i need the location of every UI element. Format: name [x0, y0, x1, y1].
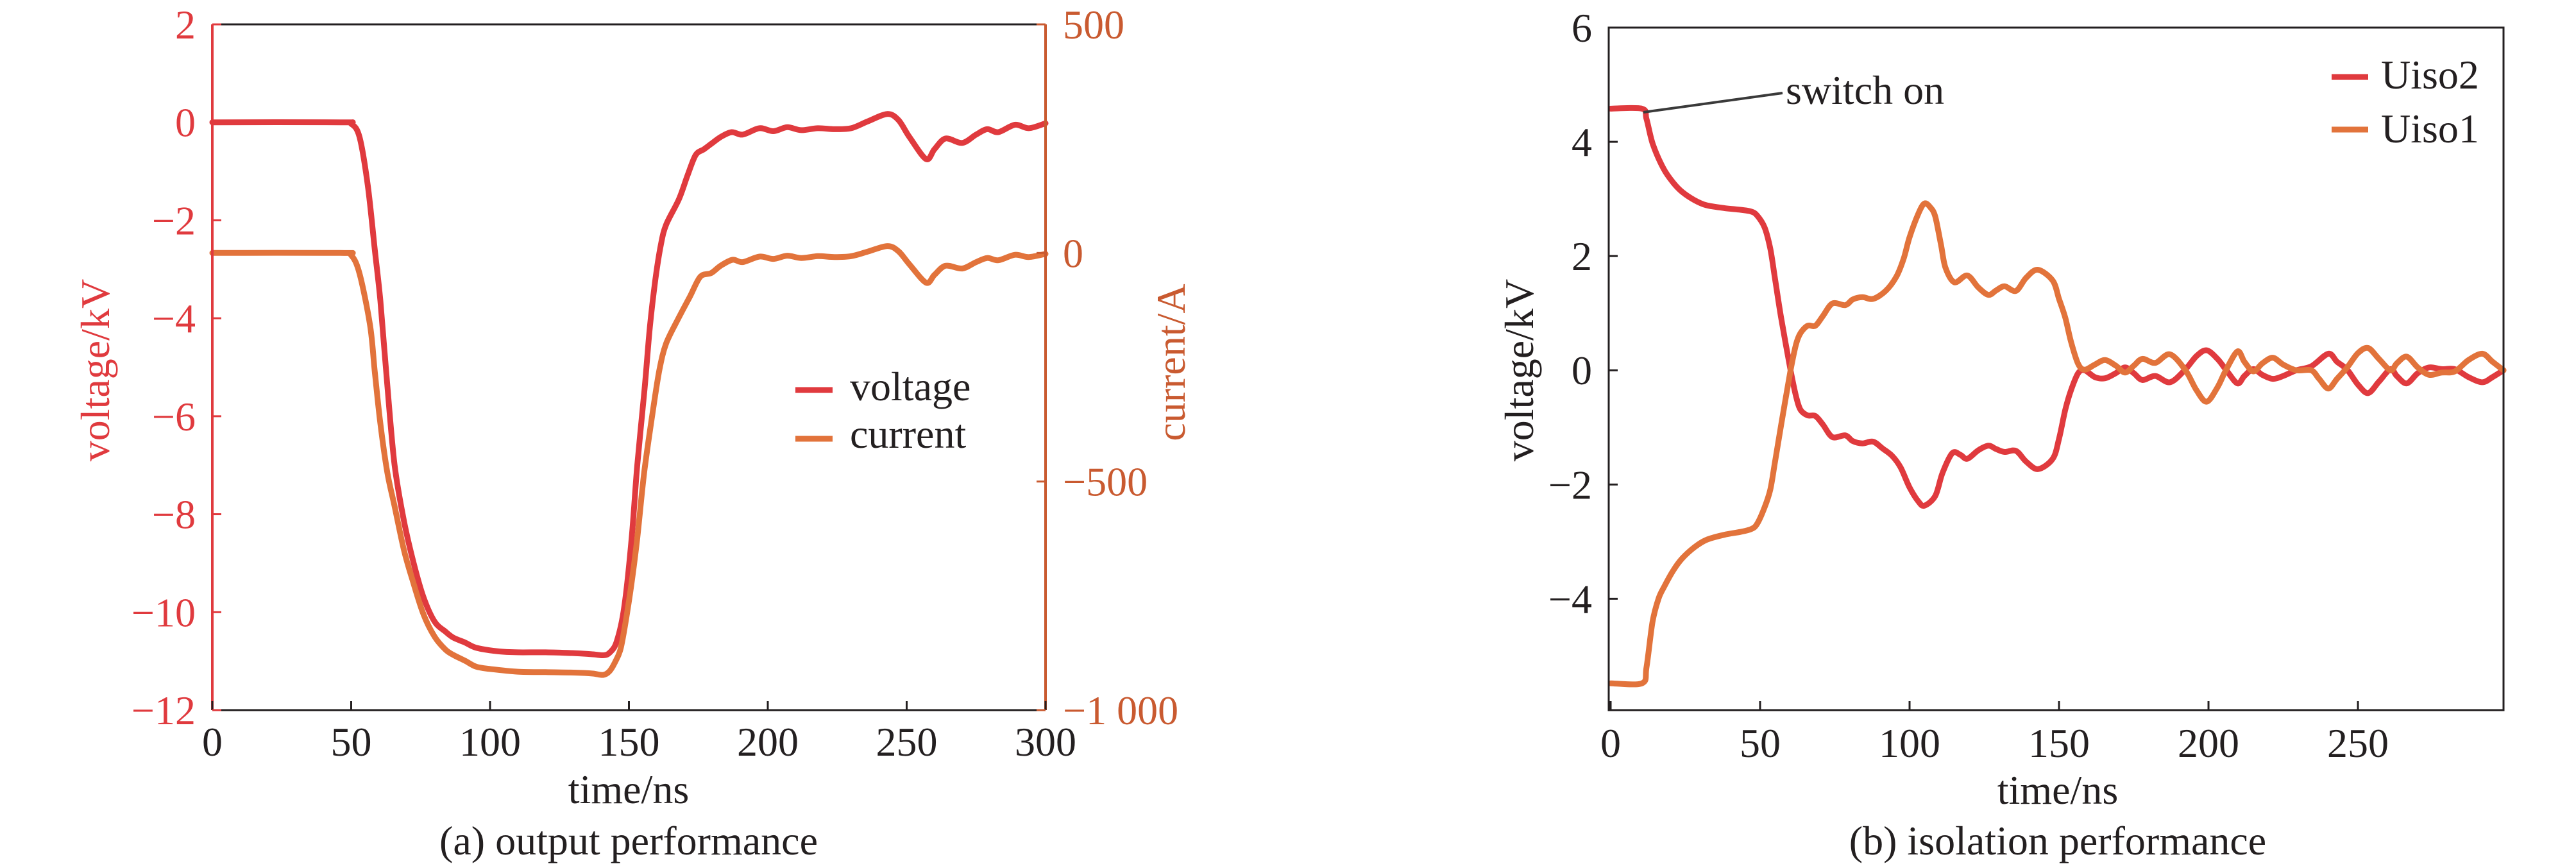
y-tick-label: −10 — [131, 590, 196, 635]
x-tick-label: 50 — [1740, 720, 1781, 766]
y-tick-label: −4 — [1548, 576, 1592, 622]
series-line-current — [209, 243, 1049, 678]
y-tick-label: 0 — [1572, 348, 1592, 393]
panel-output-performance: 0 50 100 150 200 250 300 2 0 −2 −4 −6 −8 −10 −12 500 0 −5… — [72, 2, 1194, 863]
y-tick-label: 0 — [175, 100, 196, 146]
x-axis-title-b: time/ns — [1997, 767, 2118, 813]
annotation-text: switch on — [1786, 67, 1944, 113]
panel-isolation-performance: 0 50 100 150 200 250 6 4 2 0 −2 −4 Uiso2 Uiso1 swit… — [1496, 5, 2507, 863]
y-tick-label: −6 — [152, 394, 196, 439]
series-line-voltage — [209, 111, 1049, 659]
legend-label-uiso2: Uiso2 — [2381, 52, 2479, 98]
y2-tick-label: 0 — [1063, 230, 1083, 276]
x-tick-label: 200 — [737, 719, 799, 765]
y-tick-label: −4 — [152, 296, 196, 341]
legend-label-uiso1: Uiso1 — [2381, 106, 2479, 151]
axes-b: 0 50 100 150 200 250 6 4 2 0 −2 −4 — [1548, 5, 2505, 766]
legend-a: voltage current — [795, 364, 970, 457]
plot-area-a — [209, 111, 1049, 678]
x-tick-label: 100 — [1879, 720, 1940, 766]
x-tick-label: 250 — [2327, 720, 2389, 766]
y-tick-label: 6 — [1572, 5, 1592, 51]
x-tick-label: 300 — [1015, 719, 1076, 765]
y-tick-label: −8 — [152, 492, 196, 538]
annotation-switch-on: switch on — [1643, 67, 1944, 114]
annotation-leader-line — [1643, 92, 1783, 114]
x-tick-label: 0 — [202, 719, 223, 765]
y-tick-label: −2 — [152, 198, 196, 243]
legend-label-current: current — [850, 411, 966, 457]
plot-area-b — [1607, 105, 2507, 688]
y-axis-title-voltage-a: voltage/kV — [72, 279, 118, 461]
legend-label-voltage: voltage — [850, 364, 970, 409]
y-tick-label: 4 — [1572, 119, 1592, 165]
y2-tick-label: −500 — [1063, 459, 1148, 505]
y-axis-title-b: voltage/kV — [1496, 279, 1542, 461]
y2-tick-label: −1 000 — [1063, 688, 1178, 733]
x-tick-label: 250 — [876, 719, 938, 765]
legend-b: Uiso2 Uiso1 — [2332, 52, 2479, 151]
x-tick-label: 200 — [2178, 720, 2239, 766]
plot-frame — [1607, 26, 2505, 711]
x-tick-label: 150 — [2028, 720, 2090, 766]
x-tick-label: 150 — [598, 719, 660, 765]
axes-a: 0 50 100 150 200 250 300 2 0 −2 −4 −6 −8 −10 −12 500 0 −5… — [131, 2, 1178, 765]
caption-a: (a) output performance — [439, 818, 818, 863]
x-tick-label: 0 — [1600, 720, 1621, 766]
y2-axis-title-current-a: current/A — [1148, 284, 1194, 441]
x-tick-label: 50 — [331, 719, 372, 765]
y-tick-label: −12 — [131, 688, 196, 733]
x-tick-label: 100 — [459, 719, 521, 765]
caption-b: (b) isolation performance — [1849, 818, 2266, 863]
series-line-uiso2 — [1607, 105, 2507, 509]
y2-tick-label: 500 — [1063, 2, 1124, 47]
y-tick-label: 2 — [1572, 233, 1592, 279]
x-axis-title-a: time/ns — [568, 767, 689, 812]
y-tick-label: −2 — [1548, 462, 1592, 507]
series-line-uiso1 — [1607, 200, 2507, 688]
y-tick-label: 2 — [175, 2, 196, 47]
